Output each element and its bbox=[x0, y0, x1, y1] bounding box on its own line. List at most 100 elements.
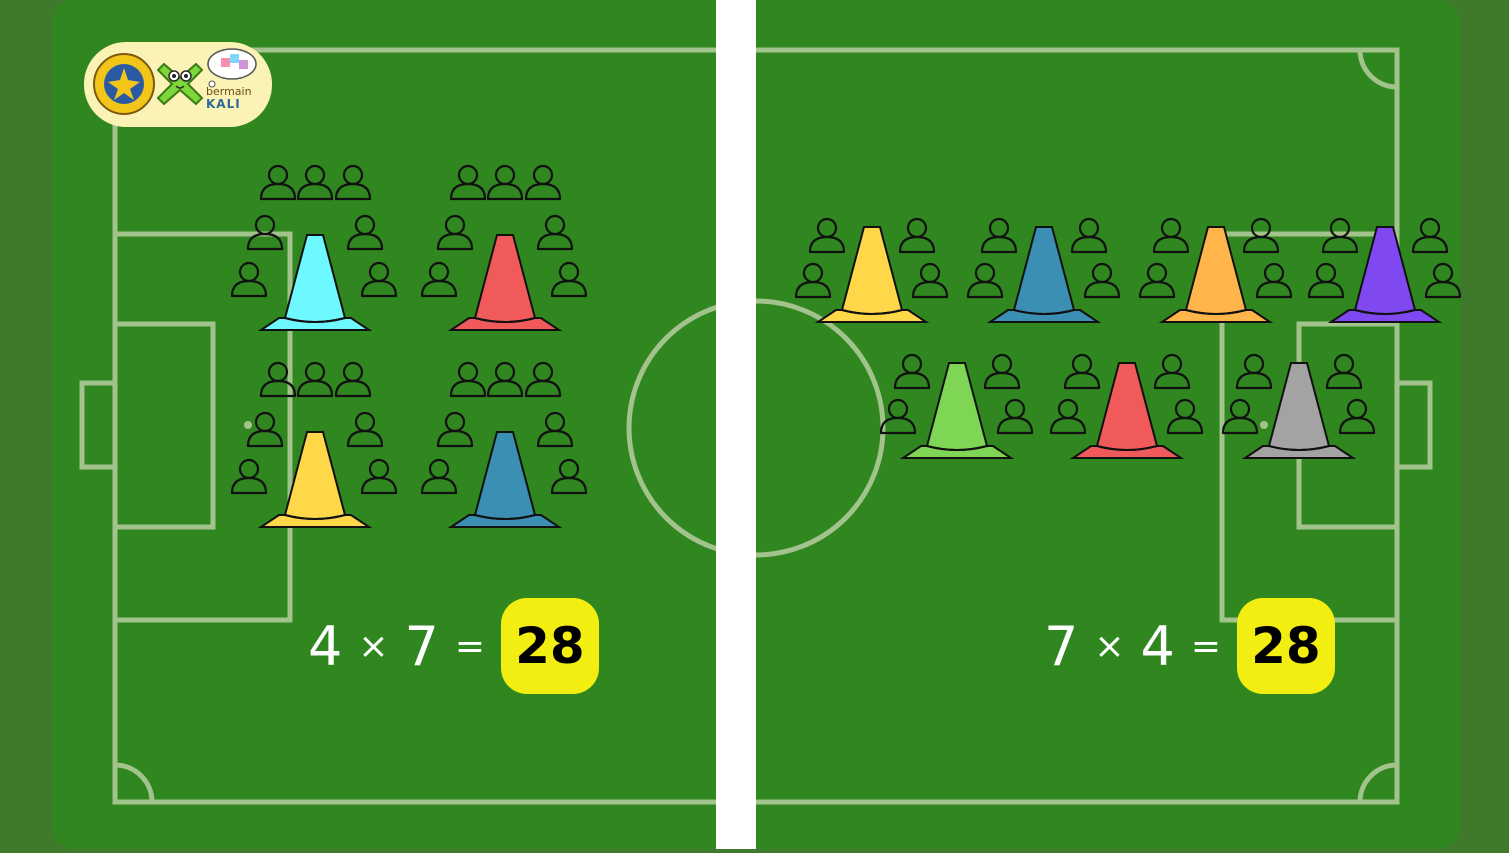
person-icon bbox=[1411, 217, 1449, 254]
equals-sign: = bbox=[1190, 625, 1222, 667]
training-cone-icon bbox=[257, 234, 373, 331]
training-cone-icon bbox=[899, 362, 1015, 459]
right-equation: 7 × 4 = 28 bbox=[1044, 596, 1335, 696]
block-icon bbox=[221, 58, 230, 67]
person-icon bbox=[436, 411, 474, 448]
person-icon bbox=[966, 262, 1004, 299]
person-icon bbox=[259, 164, 297, 201]
training-cone-icon bbox=[1241, 362, 1357, 459]
person-icon bbox=[536, 411, 574, 448]
training-cone-icon bbox=[447, 234, 563, 331]
person-icon bbox=[879, 398, 917, 435]
person-icon bbox=[1166, 398, 1204, 435]
mascot-x bbox=[156, 62, 204, 106]
person-icon bbox=[1307, 262, 1345, 299]
logo-graphics bbox=[93, 48, 257, 115]
person-icon bbox=[980, 217, 1018, 254]
person-icon bbox=[1049, 398, 1087, 435]
corner-arc bbox=[114, 762, 155, 803]
thought-bubble-icon bbox=[207, 48, 257, 80]
person-icon bbox=[296, 164, 334, 201]
times-sign: × bbox=[1094, 625, 1125, 667]
person-icon bbox=[230, 261, 268, 298]
penalty-spot bbox=[1260, 421, 1268, 429]
penalty-spot bbox=[244, 421, 252, 429]
person-icon bbox=[1255, 262, 1293, 299]
person-icon bbox=[1152, 217, 1190, 254]
person-icon bbox=[346, 214, 384, 251]
person-icon bbox=[346, 411, 384, 448]
person-icon bbox=[794, 262, 832, 299]
training-cone-icon bbox=[257, 431, 373, 528]
person-icon bbox=[996, 398, 1034, 435]
person-icon bbox=[1321, 217, 1359, 254]
person-icon bbox=[1083, 262, 1121, 299]
training-cone-icon bbox=[1158, 226, 1274, 323]
factor-a: 4 bbox=[308, 614, 343, 678]
person-icon bbox=[449, 361, 487, 398]
person-icon bbox=[524, 164, 562, 201]
right-goal bbox=[1394, 380, 1433, 470]
person-icon bbox=[360, 458, 398, 495]
person-icon bbox=[1138, 262, 1176, 299]
corner-arc bbox=[1357, 762, 1398, 803]
person-icon bbox=[550, 458, 588, 495]
logo-badge: bermain KALI bbox=[84, 42, 272, 127]
person-icon bbox=[550, 261, 588, 298]
training-cone-icon bbox=[1069, 362, 1185, 459]
person-icon bbox=[1242, 217, 1280, 254]
panel-divider bbox=[716, 0, 756, 849]
block-icon bbox=[230, 54, 239, 63]
corner-arc bbox=[1357, 49, 1398, 90]
person-icon bbox=[246, 411, 284, 448]
person-icon bbox=[1325, 353, 1363, 390]
logo-word-kali: KALI bbox=[206, 97, 241, 111]
person-icon bbox=[898, 217, 936, 254]
emblem-star bbox=[108, 68, 140, 100]
figures-layer bbox=[230, 164, 1462, 528]
training-cone-icon bbox=[447, 431, 563, 528]
person-icon bbox=[420, 458, 458, 495]
answer-badge: 28 bbox=[501, 598, 599, 694]
person-icon bbox=[230, 458, 268, 495]
equals-sign: = bbox=[454, 625, 486, 667]
answer-badge: 28 bbox=[1237, 598, 1335, 694]
training-cone-icon bbox=[1327, 226, 1443, 323]
training-cone-icon bbox=[986, 226, 1102, 323]
training-cone-icon bbox=[814, 226, 930, 323]
person-icon bbox=[259, 361, 297, 398]
person-icon bbox=[808, 217, 846, 254]
person-icon bbox=[246, 214, 284, 251]
person-icon bbox=[524, 361, 562, 398]
times-sign: × bbox=[358, 625, 389, 667]
person-icon bbox=[1063, 353, 1101, 390]
left-equation: 4 × 7 = 28 bbox=[308, 596, 599, 696]
person-icon bbox=[334, 164, 372, 201]
person-icon bbox=[1424, 262, 1462, 299]
person-icon bbox=[893, 353, 931, 390]
person-icon bbox=[1235, 353, 1273, 390]
person-icon bbox=[296, 361, 334, 398]
person-icon bbox=[360, 261, 398, 298]
logo-wordmark: bermain KALI bbox=[206, 85, 252, 111]
person-icon bbox=[536, 214, 574, 251]
person-icon bbox=[1070, 217, 1108, 254]
person-icon bbox=[983, 353, 1021, 390]
person-icon bbox=[436, 214, 474, 251]
person-icon bbox=[1221, 398, 1259, 435]
person-icon bbox=[486, 361, 524, 398]
factor-b: 7 bbox=[404, 614, 439, 678]
person-icon bbox=[1153, 353, 1191, 390]
factor-b: 4 bbox=[1140, 614, 1175, 678]
person-icon bbox=[486, 164, 524, 201]
person-icon bbox=[1338, 398, 1376, 435]
left-goal bbox=[79, 380, 118, 470]
person-icon bbox=[334, 361, 372, 398]
person-icon bbox=[420, 261, 458, 298]
person-icon bbox=[449, 164, 487, 201]
logo-word-bermain: bermain bbox=[206, 85, 252, 98]
factor-a: 7 bbox=[1044, 614, 1079, 678]
person-icon bbox=[911, 262, 949, 299]
